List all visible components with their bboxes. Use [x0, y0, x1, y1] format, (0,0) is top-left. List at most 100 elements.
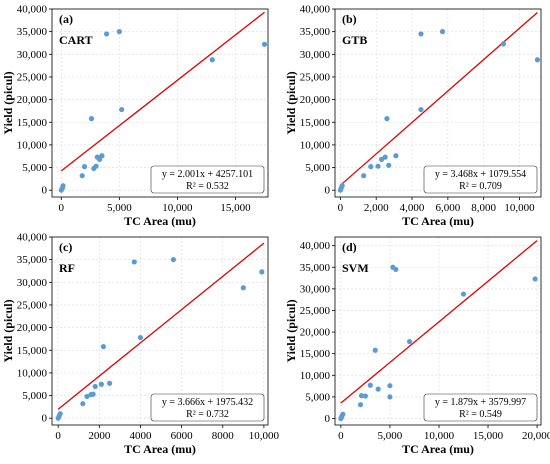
- x-tick-label: 10,000: [504, 202, 535, 214]
- x-tick-label: 0: [59, 202, 65, 214]
- y-tick-label: 0: [325, 185, 331, 197]
- model-name: SVM: [342, 261, 369, 275]
- y-tick-label: 40,000: [17, 4, 48, 16]
- data-point: [339, 183, 345, 189]
- x-tick-label: 0: [338, 202, 344, 214]
- y-tick-label: 40,000: [300, 4, 331, 16]
- data-point: [137, 334, 144, 341]
- data-point: [375, 163, 381, 169]
- y-tick-label: 5,000: [305, 162, 330, 174]
- data-point: [84, 393, 90, 400]
- data-point: [209, 57, 215, 63]
- y-tick-label: 30,000: [17, 49, 48, 61]
- data-point: [99, 153, 105, 159]
- y-tick-label: 0: [325, 413, 331, 425]
- y-tick-label: 35,000: [17, 254, 48, 266]
- y-tick-label: 35,000: [300, 262, 331, 274]
- regression-equation: y = 3.666x + 1975.432: [162, 397, 253, 408]
- panel-label: (c): [59, 240, 72, 254]
- y-tick-label: 20,000: [300, 327, 331, 339]
- data-point: [100, 344, 107, 350]
- equation-box: [150, 165, 265, 194]
- y-tick-label: 20,000: [300, 94, 331, 106]
- x-axis-label: TC Area (mu): [124, 214, 196, 228]
- y-tick-label: 40,000: [300, 240, 331, 252]
- data-point: [340, 411, 346, 417]
- y-tick-label: 10,000: [17, 367, 48, 379]
- regression-line: [57, 242, 265, 410]
- data-point: [382, 154, 388, 160]
- x-tick-label: 20,000: [522, 430, 550, 442]
- data-point: [92, 383, 98, 390]
- data-point: [384, 116, 390, 122]
- y-tick-label: 30,000: [17, 277, 48, 289]
- x-tick-label: 6,000: [435, 202, 460, 214]
- data-point: [60, 183, 66, 189]
- data-point: [367, 382, 373, 388]
- data-point: [393, 266, 399, 273]
- data-point: [90, 391, 96, 397]
- data-point: [170, 257, 176, 263]
- data-point: [393, 153, 399, 159]
- data-point: [357, 402, 364, 408]
- y-tick-label: 25,000: [17, 299, 48, 311]
- y-tick-label: 25,000: [17, 71, 48, 83]
- data-point: [375, 386, 381, 392]
- data-point: [387, 394, 393, 400]
- y-tick-label: 40,000: [17, 232, 48, 244]
- r-squared-value: R² = 0.549: [459, 409, 502, 420]
- y-tick-label: 30,000: [300, 49, 331, 61]
- data-point: [80, 401, 86, 407]
- data-point: [500, 41, 506, 47]
- x-tick-label: 15,000: [473, 430, 504, 442]
- y-tick-label: 35,000: [17, 26, 48, 38]
- r-squared-value: R² = 0.732: [186, 409, 229, 420]
- x-tick-label: 4000: [129, 430, 152, 442]
- x-tick-label: 2000: [88, 430, 111, 442]
- panel-label: (d): [342, 240, 357, 254]
- model-name: CART: [59, 33, 93, 47]
- y-tick-label: 20,000: [17, 322, 48, 334]
- y-tick-label: 10,000: [300, 370, 331, 382]
- data-point: [362, 393, 369, 399]
- equation-box: [423, 165, 538, 194]
- r-squared-value: R² = 0.532: [186, 181, 229, 192]
- data-point: [361, 173, 367, 179]
- y-tick-label: 15,000: [300, 348, 331, 360]
- data-point: [88, 116, 95, 122]
- x-tick-label: 6000: [171, 430, 194, 442]
- y-tick-label: 10,000: [300, 139, 331, 151]
- y-tick-label: 5,000: [22, 162, 47, 174]
- y-tick-label: 0: [42, 413, 48, 425]
- r-squared-value: R² = 0.709: [459, 181, 502, 192]
- y-tick-label: 10,000: [17, 139, 48, 151]
- model-name: RF: [59, 261, 75, 275]
- x-tick-label: 8000: [212, 430, 235, 442]
- regression-equation: y = 3.468x + 1079.554: [435, 169, 526, 180]
- y-tick-label: 5,000: [22, 390, 47, 402]
- x-tick-label: 10,000: [162, 202, 193, 214]
- data-point: [532, 276, 538, 282]
- data-point: [103, 31, 110, 37]
- regression-line: [340, 240, 538, 404]
- data-point: [81, 164, 88, 170]
- equation-box: [423, 393, 538, 422]
- x-tick-label: 5,000: [107, 202, 132, 214]
- y-axis-label: Yield (picul): [284, 71, 298, 134]
- data-point: [261, 41, 268, 47]
- data-point: [406, 338, 413, 345]
- data-point: [460, 291, 467, 297]
- chart-panel-cart: 0 5,000 10,000 15,000 0 5,000 10,000 15,000 20,0…: [1, 4, 269, 228]
- y-tick-label: 25,000: [300, 305, 331, 317]
- chart-panel-rf: 0 2000 4000 6000 8000 10,000 0 5,000 10,000 15,00…: [1, 232, 280, 457]
- data-point: [358, 393, 365, 399]
- model-name: GTB: [342, 33, 367, 47]
- x-axis-label: TC Area (mu): [402, 442, 474, 456]
- regression-line: [339, 12, 538, 186]
- data-point: [116, 29, 122, 35]
- data-point: [534, 57, 541, 63]
- y-tick-label: 5,000: [305, 391, 330, 403]
- data-point: [240, 285, 246, 291]
- x-tick-label: 0: [55, 430, 61, 442]
